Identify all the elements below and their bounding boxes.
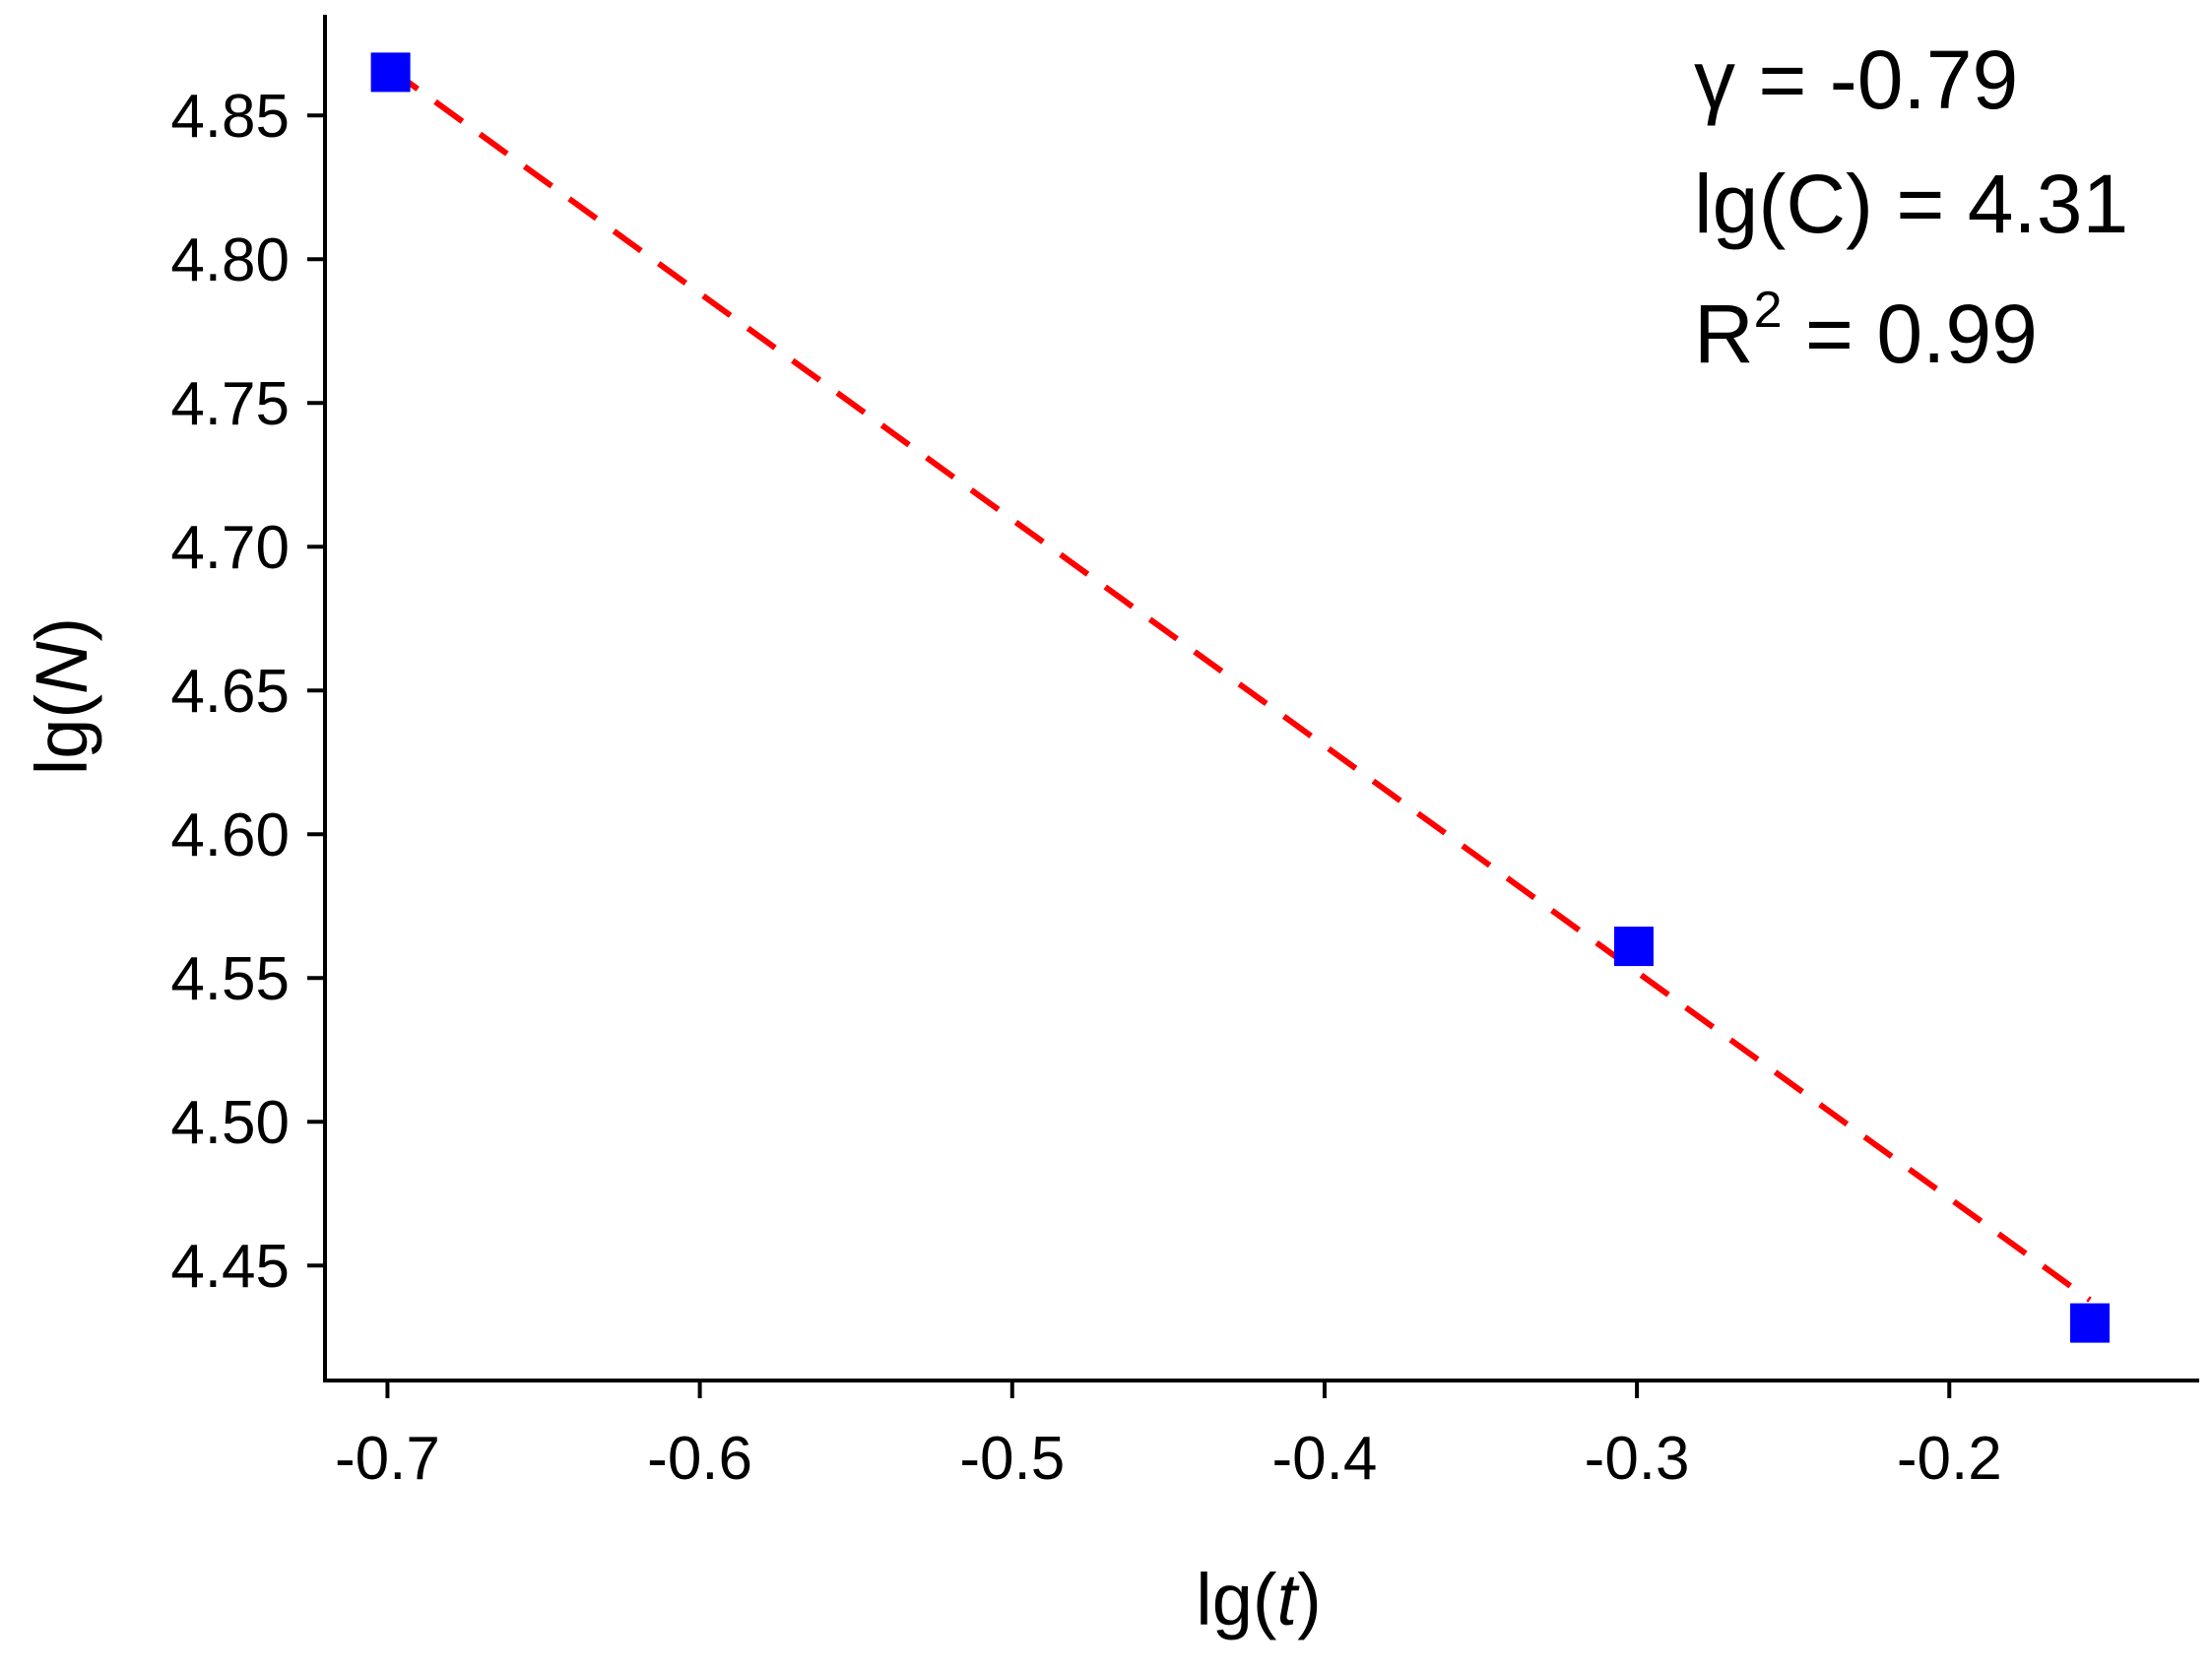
x-tick-label: -0.5 xyxy=(959,1425,1065,1493)
lgc-annotation: lg(C) = 4.31 xyxy=(1694,158,2128,250)
y-tick-label: 4.60 xyxy=(170,802,290,869)
plot-area xyxy=(370,52,2110,1343)
y-tick-label: 4.70 xyxy=(170,514,290,582)
x-tick-label: -0.2 xyxy=(1897,1425,2002,1493)
fit-annotation: γ = -0.79 lg(C) = 4.31 R2 = 0.99 xyxy=(1694,33,2128,380)
data-point xyxy=(1613,927,1654,967)
y-tick-label: 4.75 xyxy=(170,370,290,438)
axes xyxy=(323,15,2199,1382)
y-tick-label: 4.45 xyxy=(170,1233,290,1301)
gamma-annotation: γ = -0.79 xyxy=(1694,33,2018,126)
y-tick-label: 4.50 xyxy=(170,1089,290,1157)
y-axis-title: lg(N) xyxy=(21,617,102,775)
x-axis-title: lg(t) xyxy=(1196,1559,1321,1640)
y-tick-label: 4.85 xyxy=(170,83,290,151)
x-tick-label: -0.4 xyxy=(1272,1425,1378,1493)
data-point xyxy=(370,52,411,93)
y-tick-label: 4.80 xyxy=(170,226,290,294)
data-point xyxy=(2069,1303,2110,1343)
y-tick-label: 4.55 xyxy=(170,945,290,1013)
fit-line xyxy=(388,67,2092,1303)
r2-annotation: R2 = 0.99 xyxy=(1694,282,2038,380)
x-ticks: -0.7 -0.6 -0.5 -0.4 -0.3 -0.2 xyxy=(335,1381,2002,1493)
y-ticks: 4.45 4.50 4.55 4.60 4.65 4.70 4.75 4.80 4.85 xyxy=(170,83,325,1301)
x-tick-label: -0.7 xyxy=(335,1425,440,1493)
x-tick-label: -0.6 xyxy=(647,1425,752,1493)
x-tick-label: -0.3 xyxy=(1585,1425,1690,1493)
y-tick-label: 4.65 xyxy=(170,658,290,726)
